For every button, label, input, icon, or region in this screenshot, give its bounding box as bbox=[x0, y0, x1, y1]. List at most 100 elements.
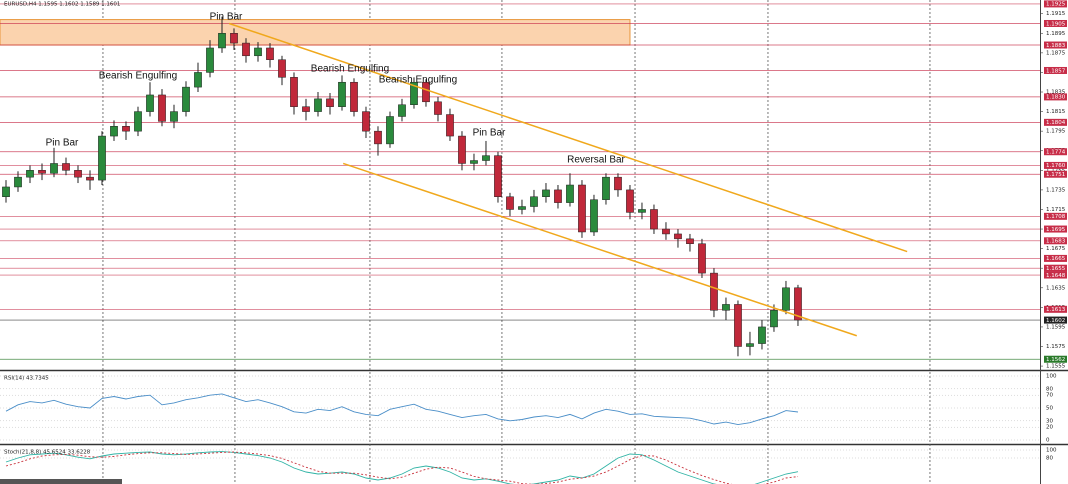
level-label-box bbox=[1044, 212, 1067, 220]
candle-body bbox=[350, 81, 358, 112]
level-label: 1.1925 bbox=[1046, 2, 1066, 8]
candle-body bbox=[182, 86, 190, 112]
candle-body bbox=[338, 81, 346, 107]
candle-body bbox=[230, 33, 238, 44]
candle-body bbox=[446, 114, 454, 137]
candle-body bbox=[674, 233, 682, 240]
level-label: 1.1708 bbox=[1046, 214, 1066, 220]
level-label-box bbox=[1044, 93, 1067, 101]
candle-body bbox=[386, 116, 394, 145]
level-label: 1.1648 bbox=[1046, 273, 1066, 279]
candle-body bbox=[770, 310, 778, 328]
y-tick-label: 1.1895 bbox=[1046, 31, 1066, 37]
y-tick-label: 1.1735 bbox=[1046, 187, 1066, 193]
candle-body bbox=[794, 287, 802, 321]
candle-body bbox=[566, 184, 574, 203]
candle-body bbox=[626, 189, 634, 213]
candle-body bbox=[206, 47, 214, 73]
candle-body bbox=[74, 170, 82, 178]
annotation: Pin Bar bbox=[46, 138, 79, 149]
level-label: 1.1857 bbox=[1046, 68, 1066, 74]
level-label-box bbox=[1044, 225, 1067, 233]
annotation: Bearish Engulfing bbox=[311, 64, 389, 75]
candle-body bbox=[302, 106, 310, 112]
candle-body bbox=[194, 72, 202, 88]
level-label: 1.1602 bbox=[1046, 318, 1065, 324]
y-tick-label: 1.1815 bbox=[1046, 109, 1066, 115]
annotation: Bearish Engulfing bbox=[99, 71, 177, 82]
level-label: 1.1883 bbox=[1046, 43, 1066, 49]
candle-body bbox=[758, 326, 766, 344]
panel-title: Stoch(21,8,8) 45.6524 33.6228 bbox=[4, 450, 91, 456]
trend-line bbox=[342, 162, 858, 337]
candle-body bbox=[98, 135, 106, 181]
level-label: 1.1830 bbox=[1046, 95, 1066, 101]
y-tick-label: 1.1795 bbox=[1046, 129, 1066, 135]
level-label: 1.1804 bbox=[1046, 120, 1066, 126]
candle-body bbox=[422, 81, 430, 103]
indicator-line bbox=[5, 393, 799, 426]
candle-body bbox=[578, 184, 586, 233]
candle-body bbox=[254, 47, 262, 57]
y-tick-label: 80 bbox=[1046, 386, 1053, 392]
y-tick-label: 1.1915 bbox=[1046, 11, 1066, 17]
candle-body bbox=[146, 94, 154, 112]
level-label-box bbox=[1044, 305, 1067, 313]
y-tick-label: 50 bbox=[1046, 406, 1053, 412]
y-tick-label: 100 bbox=[1046, 374, 1057, 380]
candle-body bbox=[590, 199, 598, 233]
annotation: Pin Bar bbox=[473, 128, 506, 139]
candle-body bbox=[470, 160, 478, 164]
indicator-line bbox=[5, 451, 799, 484]
candle-body bbox=[554, 189, 562, 203]
chart-title: EURUSD,H4 1.1595 1.1602 1.1589 1.1601 bbox=[4, 2, 120, 8]
candle-body bbox=[278, 59, 286, 78]
panel-title: RSI(14) 43.7345 bbox=[4, 376, 49, 382]
candle-body bbox=[686, 238, 694, 244]
candle-body bbox=[530, 196, 538, 207]
level-label: 1.1774 bbox=[1046, 150, 1066, 156]
candle-body bbox=[242, 42, 250, 57]
status-tab bbox=[0, 479, 122, 484]
y-tick-label: 30 bbox=[1046, 418, 1053, 424]
level-label-box bbox=[1044, 271, 1067, 279]
candle-body bbox=[134, 111, 142, 132]
level-label-box bbox=[1044, 316, 1067, 324]
candle-body bbox=[38, 170, 46, 174]
level-label-box bbox=[1044, 66, 1067, 74]
y-tick-label: 1.1715 bbox=[1046, 207, 1066, 213]
candle-body bbox=[326, 98, 334, 107]
level-label-box bbox=[1044, 254, 1067, 262]
trend-line bbox=[228, 22, 908, 253]
candle-body bbox=[650, 209, 658, 230]
candle-body bbox=[290, 77, 298, 107]
candle-body bbox=[710, 272, 718, 311]
y-tick-label: 70 bbox=[1046, 393, 1053, 399]
y-tick-label: 1.1595 bbox=[1046, 324, 1066, 330]
y-tick-label: 1.1635 bbox=[1046, 285, 1066, 291]
candle-body bbox=[110, 126, 118, 137]
y-tick-label: 80 bbox=[1046, 456, 1053, 462]
candle-body bbox=[374, 130, 382, 145]
level-label: 1.1655 bbox=[1046, 266, 1066, 272]
candle-body bbox=[122, 126, 130, 132]
candle-body bbox=[698, 243, 706, 274]
y-tick-label: 1.1835 bbox=[1046, 90, 1066, 96]
candle-body bbox=[434, 101, 442, 115]
annotation: Bearish Engulfing bbox=[379, 75, 457, 86]
candle-body bbox=[518, 206, 526, 210]
level-label-box bbox=[1044, 148, 1067, 156]
candle-body bbox=[542, 189, 550, 197]
candle-body bbox=[614, 176, 622, 191]
level-label-box bbox=[1044, 118, 1067, 126]
candle-body bbox=[662, 228, 670, 235]
candle-body bbox=[362, 111, 370, 132]
level-label: 1.1905 bbox=[1046, 21, 1066, 27]
candle-body bbox=[602, 176, 610, 200]
candle-body bbox=[218, 33, 226, 49]
candle-body bbox=[266, 47, 274, 60]
candle-body bbox=[26, 170, 34, 178]
annotation: Pin Bar bbox=[210, 12, 243, 23]
